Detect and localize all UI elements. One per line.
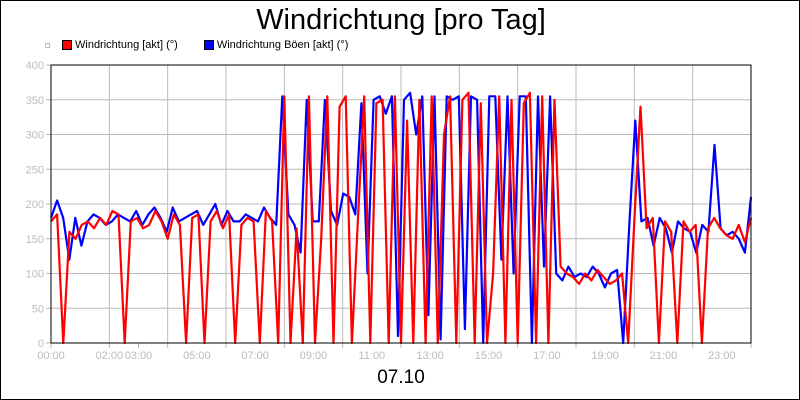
x-tick-label: 15:00 — [475, 350, 503, 362]
blue-swatch-icon — [203, 40, 214, 50]
x-tick-label: 03:00 — [125, 350, 153, 362]
x-tick-label: 19:00 — [591, 350, 619, 362]
y-tick-label: 400 — [26, 60, 44, 72]
y-tick-label: 50 — [32, 303, 44, 315]
x-tick-label: 13:00 — [416, 350, 444, 362]
x-tick-label: 00:00 — [37, 350, 65, 362]
y-tick-label: 100 — [26, 269, 44, 281]
x-tick-label: 23:00 — [708, 350, 736, 362]
y-tick-label: 0 — [38, 338, 44, 350]
x-axis-date-label: 07.10 — [377, 367, 425, 388]
y-tick-label: 200 — [26, 199, 44, 211]
y-tick-label: 150 — [26, 234, 44, 246]
red-swatch-icon — [62, 40, 72, 50]
x-tick-label: 02:00 — [96, 350, 124, 362]
plot-border — [50, 64, 752, 344]
series-line-boeen — [49, 91, 753, 345]
chart-title: Windrichtung [pro Tag] — [256, 4, 546, 36]
y-tick-label: 250 — [26, 164, 44, 176]
legend-marker-icon — [45, 42, 50, 48]
legend-item-windrichtung: Windrichtung [akt] (°) — [62, 39, 178, 51]
legend-item-boeen: Windrichtung Böen [akt] (°) — [203, 39, 349, 51]
x-tick-label: 09:00 — [300, 350, 328, 362]
legend: Windrichtung [akt] (°) Windrichtung Böen… — [45, 39, 374, 51]
x-tick-label: 05:00 — [183, 350, 211, 362]
x-tick-label: 21:00 — [650, 350, 678, 362]
x-tick-label: 17:00 — [533, 350, 561, 362]
legend-label: Windrichtung Böen [akt] (°) — [216, 39, 349, 51]
x-tick-label: 11:00 — [358, 350, 385, 362]
legend-label: Windrichtung [akt] (°) — [75, 39, 178, 51]
y-tick-label: 300 — [26, 130, 44, 142]
y-tick-label: 350 — [26, 95, 44, 107]
x-tick-label: 07:00 — [241, 350, 269, 362]
